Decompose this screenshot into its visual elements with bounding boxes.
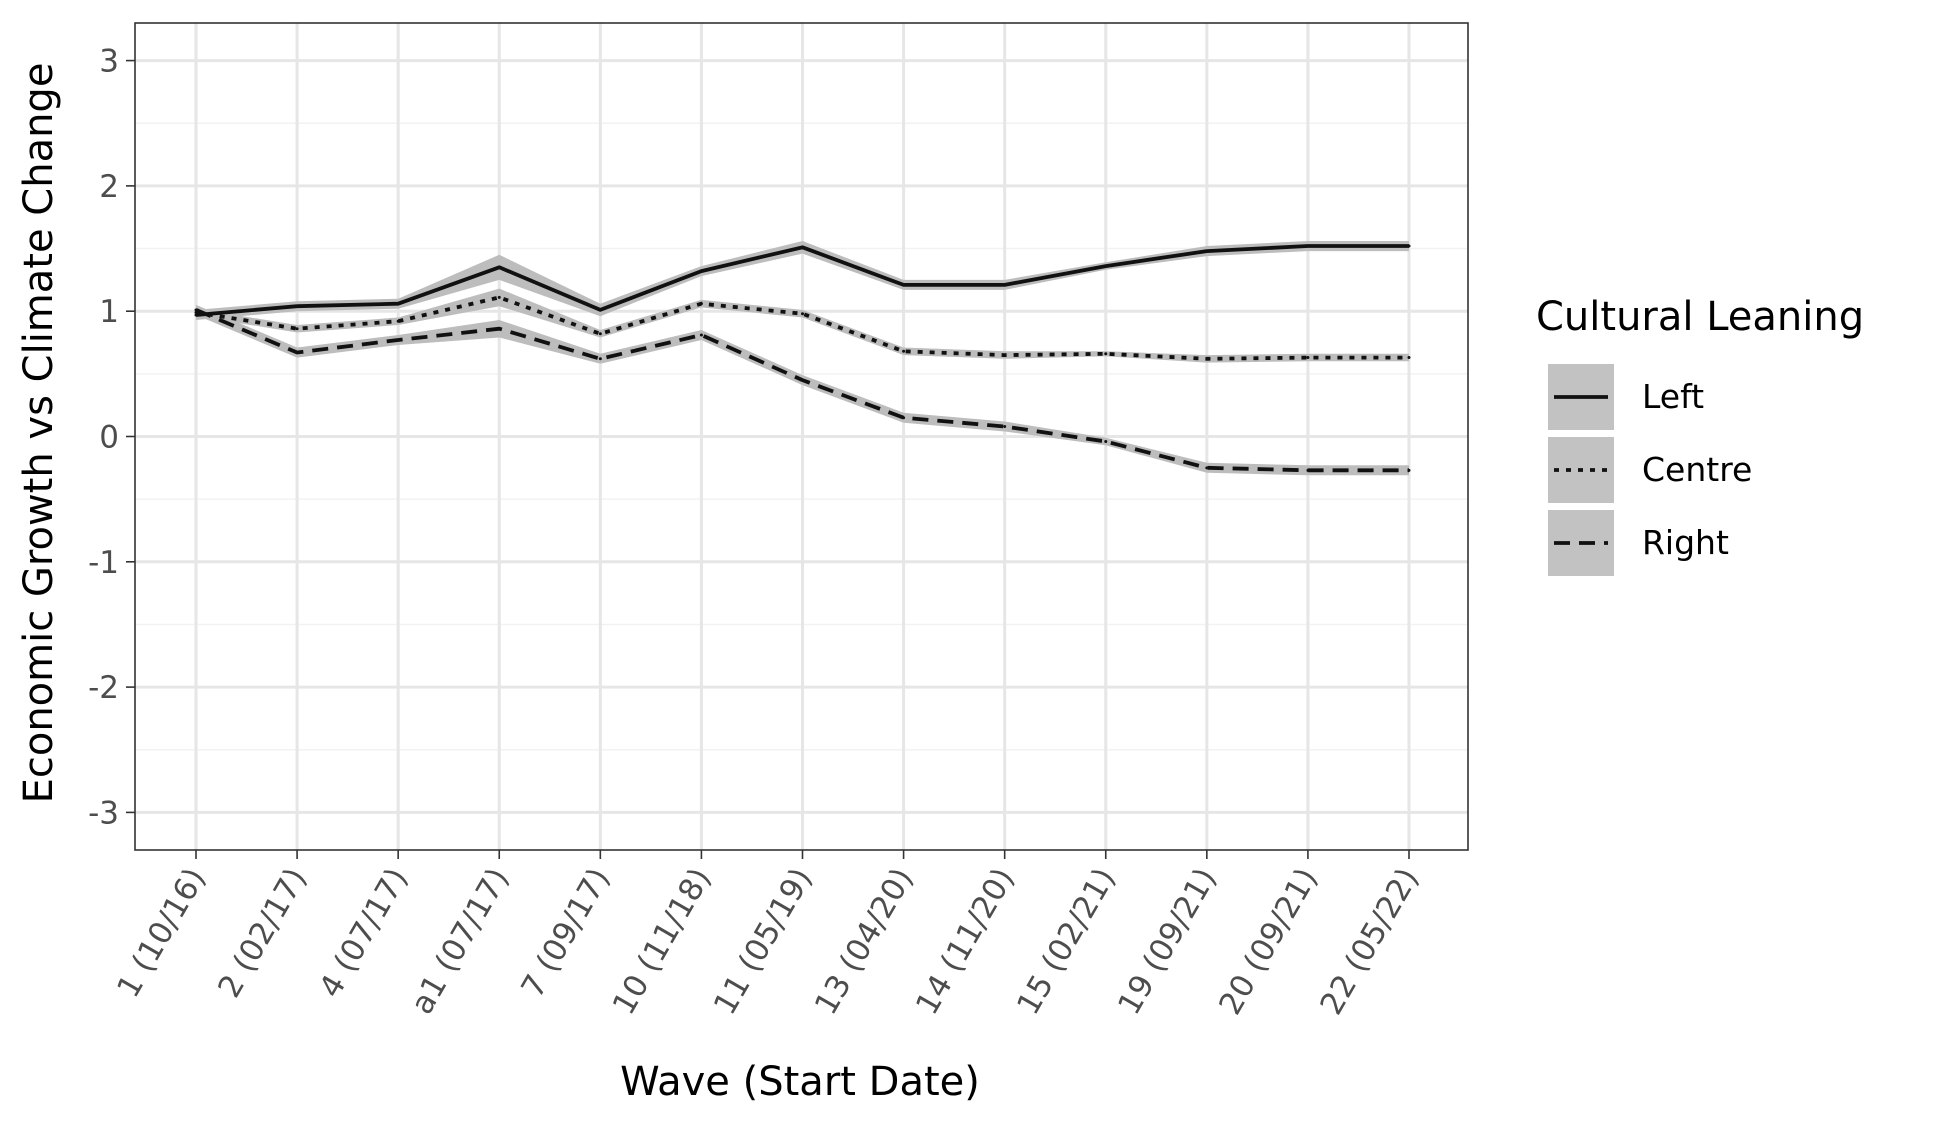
data-point-left bbox=[1205, 249, 1209, 253]
data-point-right bbox=[902, 416, 906, 420]
data-point-right bbox=[699, 333, 703, 337]
y-tick-label: -3 bbox=[88, 795, 119, 831]
y-tick-label: 2 bbox=[99, 169, 119, 205]
grid-layer bbox=[135, 23, 1468, 850]
ribbon-layer bbox=[196, 241, 1409, 476]
data-point-left bbox=[1003, 283, 1007, 287]
legend-label: Right bbox=[1642, 523, 1729, 562]
data-point-left bbox=[902, 283, 906, 287]
legend-item-left: Left bbox=[1548, 364, 1704, 430]
data-point-centre bbox=[801, 312, 804, 316]
legend-label: Left bbox=[1642, 377, 1704, 416]
data-point-right bbox=[1407, 468, 1411, 472]
data-point-right bbox=[194, 308, 198, 312]
ribbon-left bbox=[196, 241, 1409, 320]
y-axis-title: Economic Growth vs Climate Change bbox=[16, 63, 62, 804]
legend-title: Cultural Leaning bbox=[1536, 294, 1864, 340]
data-point-left bbox=[699, 269, 703, 273]
data-point-right bbox=[396, 338, 400, 342]
legend: Cultural Leaning Left Centre Right bbox=[1536, 294, 1864, 576]
data-point-left bbox=[801, 245, 804, 249]
data-point-centre bbox=[1306, 356, 1310, 360]
ribbon-centre bbox=[196, 288, 1409, 363]
data-point-centre bbox=[699, 302, 703, 306]
data-point-right bbox=[1003, 424, 1007, 428]
data-point-centre bbox=[295, 327, 299, 331]
line-layer bbox=[194, 244, 1411, 473]
data-point-centre bbox=[1003, 353, 1007, 357]
data-point-right bbox=[1306, 468, 1310, 472]
data-point-centre bbox=[497, 295, 501, 299]
data-point-centre bbox=[1205, 357, 1209, 361]
data-point-centre bbox=[1104, 352, 1108, 356]
data-point-centre bbox=[1407, 356, 1411, 360]
y-tick-label: 3 bbox=[99, 44, 119, 80]
legend-item-centre: Centre bbox=[1548, 437, 1752, 503]
data-point-right bbox=[1205, 466, 1209, 470]
data-point-right bbox=[801, 378, 804, 382]
legend-label: Centre bbox=[1642, 450, 1752, 489]
data-point-right bbox=[598, 357, 602, 361]
data-point-centre bbox=[598, 332, 602, 336]
data-point-centre bbox=[396, 319, 400, 323]
data-point-right bbox=[1104, 440, 1108, 444]
data-point-left bbox=[1104, 264, 1108, 268]
data-point-left bbox=[295, 304, 299, 308]
data-point-right bbox=[295, 351, 299, 355]
data-point-left bbox=[497, 265, 501, 269]
legend-item-right: Right bbox=[1548, 510, 1729, 576]
data-point-left bbox=[1306, 244, 1310, 248]
data-point-left bbox=[598, 308, 602, 312]
data-point-left bbox=[396, 302, 400, 306]
y-tick-label: -2 bbox=[88, 670, 119, 706]
data-point-centre bbox=[902, 349, 906, 353]
y-tick-label: 0 bbox=[99, 420, 119, 456]
x-axis-title: Wave (Start Date) bbox=[620, 1059, 980, 1105]
data-point-right bbox=[497, 327, 501, 331]
y-tick-label: -1 bbox=[88, 545, 119, 581]
legend-items: Left Centre Right bbox=[1548, 364, 1752, 576]
y-tick-label: 1 bbox=[99, 294, 119, 330]
data-point-left bbox=[1407, 244, 1411, 248]
